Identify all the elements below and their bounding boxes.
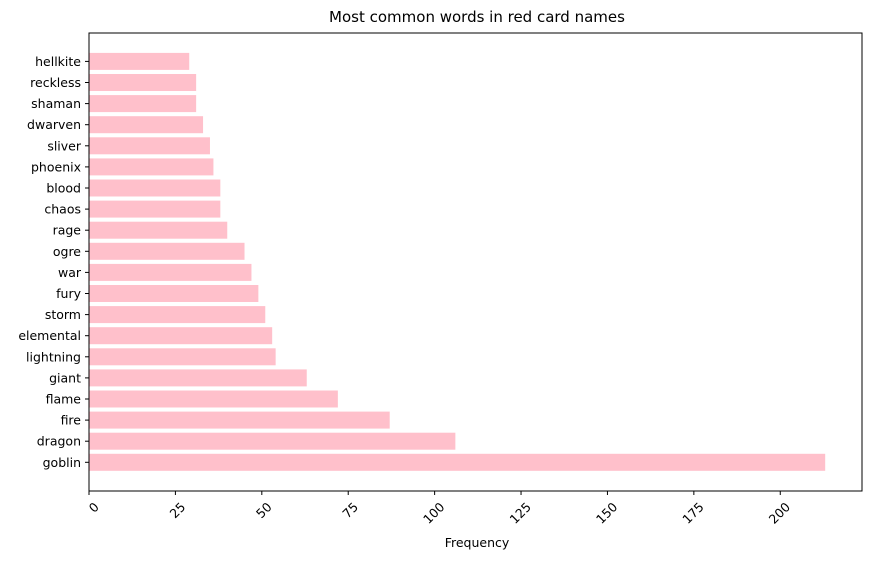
bar-blood	[89, 179, 221, 197]
x-tick-label: 50	[253, 499, 275, 521]
y-tick-label: rage	[53, 223, 82, 238]
bar-phoenix	[89, 158, 214, 176]
bar-war	[89, 263, 252, 281]
bar-chaos	[89, 200, 221, 218]
bar-hellkite	[89, 52, 190, 70]
bar-goblin	[89, 453, 826, 471]
bar-elemental	[89, 327, 273, 345]
plot-frame	[88, 32, 863, 492]
y-tick-label: war	[58, 265, 82, 280]
bar-sliver	[89, 137, 210, 155]
x-tick-label: 200	[766, 499, 794, 527]
bar-lightning	[89, 348, 276, 366]
y-tick-label: ogre	[53, 244, 81, 259]
bar-rage	[89, 221, 228, 239]
y-tick-label: shaman	[31, 96, 81, 111]
y-tick-label: fury	[56, 286, 81, 301]
x-axis-label: Frequency	[445, 535, 510, 550]
bar-fire	[89, 411, 390, 429]
y-tick-label: lightning	[26, 349, 81, 364]
x-tick-label: 25	[166, 499, 188, 521]
y-tick-label: fire	[61, 413, 82, 428]
x-tick-label: 75	[339, 499, 361, 521]
y-tick-label: dragon	[37, 434, 81, 449]
y-tick-label: chaos	[44, 202, 81, 217]
x-tick-label: 125	[506, 499, 533, 526]
y-tick-label: sliver	[47, 138, 82, 153]
bar-storm	[89, 306, 266, 324]
bar-flame	[89, 390, 338, 408]
y-tick-label: goblin	[43, 455, 81, 470]
chart-title: Most common words in red card names	[329, 8, 625, 26]
bar-giant	[89, 369, 307, 387]
y-tick-label: reckless	[30, 75, 81, 90]
bar-shaman	[89, 95, 197, 113]
x-tick-label: 0	[86, 499, 102, 515]
y-tick-label: flame	[46, 392, 82, 407]
bar-dwarven	[89, 116, 204, 134]
y-tick-label: dwarven	[27, 117, 81, 132]
y-tick-label: giant	[49, 370, 81, 385]
x-ticks: 0 25 50 75 100 125 150 175 200	[86, 491, 794, 527]
x-tick-label: 175	[679, 499, 706, 526]
bar-reckless	[89, 74, 197, 91]
bars-layer	[89, 52, 826, 471]
y-tick-label: storm	[45, 307, 81, 322]
y-tick-label: hellkite	[35, 54, 81, 69]
x-tick-label: 100	[420, 499, 448, 527]
y-ticks: goblin dragon fire flame giant lightning eleme…	[18, 54, 89, 470]
bar-dragon	[89, 432, 456, 450]
y-tick-label: phoenix	[31, 159, 81, 174]
y-tick-label: blood	[46, 181, 81, 196]
x-tick-label: 150	[593, 499, 621, 527]
y-tick-label: elemental	[18, 328, 81, 343]
bar-ogre	[89, 242, 245, 260]
bar-fury	[89, 285, 259, 302]
